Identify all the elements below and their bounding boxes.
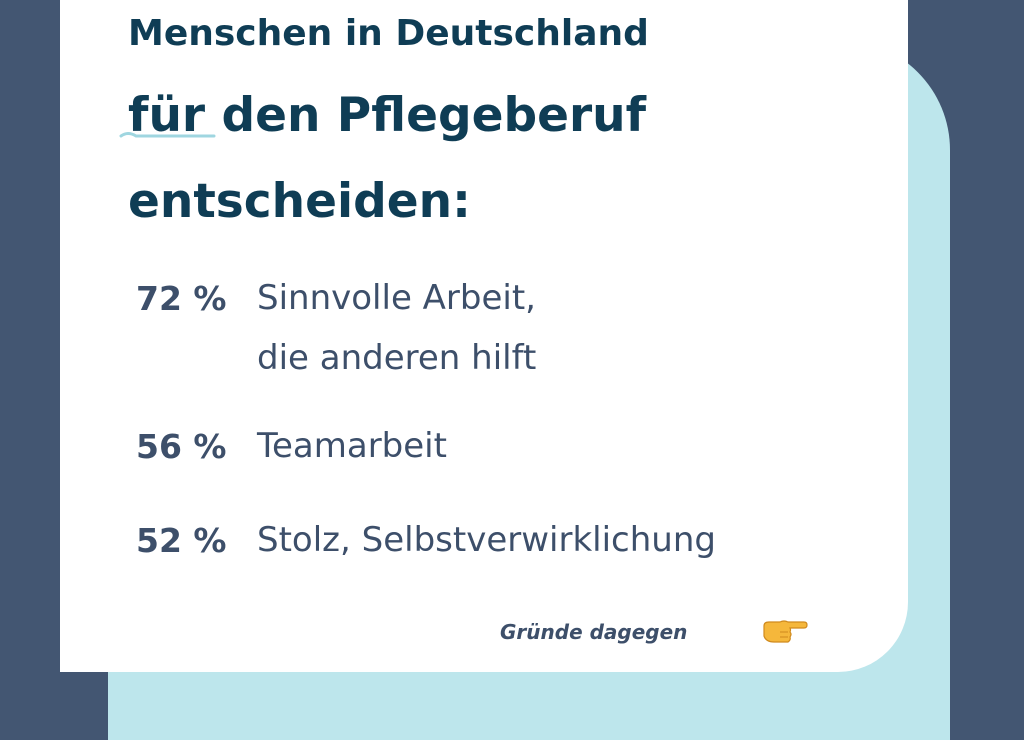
reason-label: Sinnvolle Arbeit, die anderen hilft <box>257 268 536 388</box>
reasons-against-link[interactable]: Gründe dagegen <box>500 620 688 644</box>
reason-label: Teamarbeit <box>257 416 447 476</box>
heading-line-3: entscheiden: <box>128 174 471 229</box>
pointing-hand-icon[interactable] <box>760 616 808 648</box>
heading-line-1: Menschen in Deutschland <box>128 13 649 54</box>
reason-percentage: 72 % <box>136 279 227 318</box>
reason-label: Stolz, Selbstverwirklichung <box>257 510 716 570</box>
content-card <box>60 0 908 672</box>
underline-decoration <box>119 132 216 138</box>
reason-label-line: Sinnvolle Arbeit, <box>257 278 536 318</box>
heading-line-2: für den Pflegeberuf <box>128 88 647 143</box>
reason-percentage: 52 % <box>136 521 227 560</box>
reason-label-line: Stolz, Selbstverwirklichung <box>257 520 716 560</box>
reason-label-line: Teamarbeit <box>257 426 447 466</box>
reason-percentage: 56 % <box>136 427 227 466</box>
reason-label-line: die anderen hilft <box>257 338 537 378</box>
